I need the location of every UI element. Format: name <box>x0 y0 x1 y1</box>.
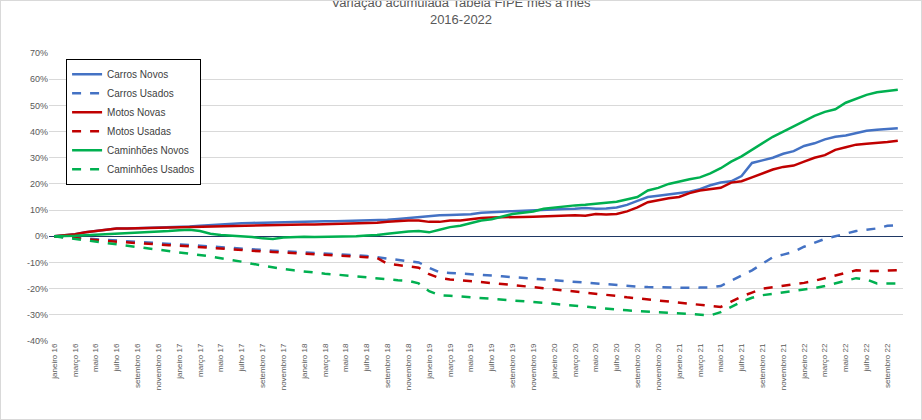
svg-text:40%: 40% <box>30 127 48 137</box>
svg-text:março 20: março 20 <box>571 343 580 377</box>
svg-text:maio 16: maio 16 <box>91 343 100 372</box>
svg-text:maio 22: maio 22 <box>841 343 850 372</box>
svg-text:novembro 18: novembro 18 <box>404 343 413 390</box>
svg-text:julho 21: julho 21 <box>737 343 746 373</box>
svg-text:maio 20: maio 20 <box>591 343 600 372</box>
svg-text:50%: 50% <box>30 101 48 111</box>
svg-text:março 16: março 16 <box>71 343 80 377</box>
svg-text:60%: 60% <box>30 74 48 84</box>
svg-text:setembro 22: setembro 22 <box>883 343 892 388</box>
svg-text:setembro 17: setembro 17 <box>258 343 267 388</box>
svg-text:-30%: -30% <box>27 310 48 320</box>
svg-text:julho 22: julho 22 <box>862 343 871 373</box>
svg-text:maio 18: maio 18 <box>341 343 350 372</box>
svg-text:janeiro 17: janeiro 17 <box>175 343 184 380</box>
svg-text:novembro 17: novembro 17 <box>279 343 288 390</box>
svg-text:Caminhões Usados: Caminhões Usados <box>107 164 194 175</box>
svg-text:maio 19: maio 19 <box>466 343 475 372</box>
svg-text:maio 21: maio 21 <box>716 343 725 372</box>
svg-text:novembro 16: novembro 16 <box>154 343 163 390</box>
svg-text:-10%: -10% <box>27 258 48 268</box>
svg-text:maio 17: maio 17 <box>216 343 225 372</box>
svg-text:março 22: março 22 <box>820 343 829 377</box>
svg-text:-20%: -20% <box>27 284 48 294</box>
svg-text:janeiro 18: janeiro 18 <box>300 343 309 380</box>
svg-text:10%: 10% <box>30 205 48 215</box>
svg-text:novembro 19: novembro 19 <box>529 343 538 390</box>
svg-text:setembro 16: setembro 16 <box>133 343 142 388</box>
svg-text:janeiro 21: janeiro 21 <box>675 343 684 380</box>
svg-text:20%: 20% <box>30 179 48 189</box>
svg-text:Variação acumulada Tabela FIPE: Variação acumulada Tabela FIPE mês a mês… <box>332 1 591 27</box>
svg-text:janeiro 20: janeiro 20 <box>550 343 559 380</box>
svg-text:julho 18: julho 18 <box>362 343 371 373</box>
svg-text:julho 16: julho 16 <box>112 343 121 373</box>
svg-text:julho 20: julho 20 <box>612 343 621 373</box>
svg-text:setembro 21: setembro 21 <box>758 343 767 388</box>
svg-text:70%: 70% <box>30 48 48 58</box>
svg-text:julho 17: julho 17 <box>237 343 246 373</box>
svg-text:janeiro 22: janeiro 22 <box>800 343 809 380</box>
svg-text:novembro 20: novembro 20 <box>654 343 663 390</box>
svg-text:30%: 30% <box>30 153 48 163</box>
svg-text:janeiro 16: janeiro 16 <box>50 343 59 380</box>
svg-text:Carros Usados: Carros Usados <box>107 88 174 99</box>
svg-text:setembro 18: setembro 18 <box>383 343 392 388</box>
svg-text:0%: 0% <box>35 231 48 241</box>
svg-text:setembro 19: setembro 19 <box>508 343 517 388</box>
svg-text:setembro 20: setembro 20 <box>633 343 642 388</box>
svg-text:janeiro 19: janeiro 19 <box>425 343 434 380</box>
svg-text:julho 19: julho 19 <box>487 343 496 373</box>
svg-text:novembro 21: novembro 21 <box>779 343 788 390</box>
svg-text:Caminhões Novos: Caminhões Novos <box>107 145 189 156</box>
svg-text:Motos Usadas: Motos Usadas <box>107 126 171 137</box>
svg-text:março 17: março 17 <box>196 343 205 377</box>
svg-text:março 21: março 21 <box>696 343 705 377</box>
svg-text:-40%: -40% <box>27 336 48 346</box>
svg-text:Carros Novos: Carros Novos <box>107 69 168 80</box>
svg-text:março 19: março 19 <box>446 343 455 377</box>
svg-text:março 18: março 18 <box>321 343 330 377</box>
svg-text:Motos Novas: Motos Novas <box>107 107 165 118</box>
